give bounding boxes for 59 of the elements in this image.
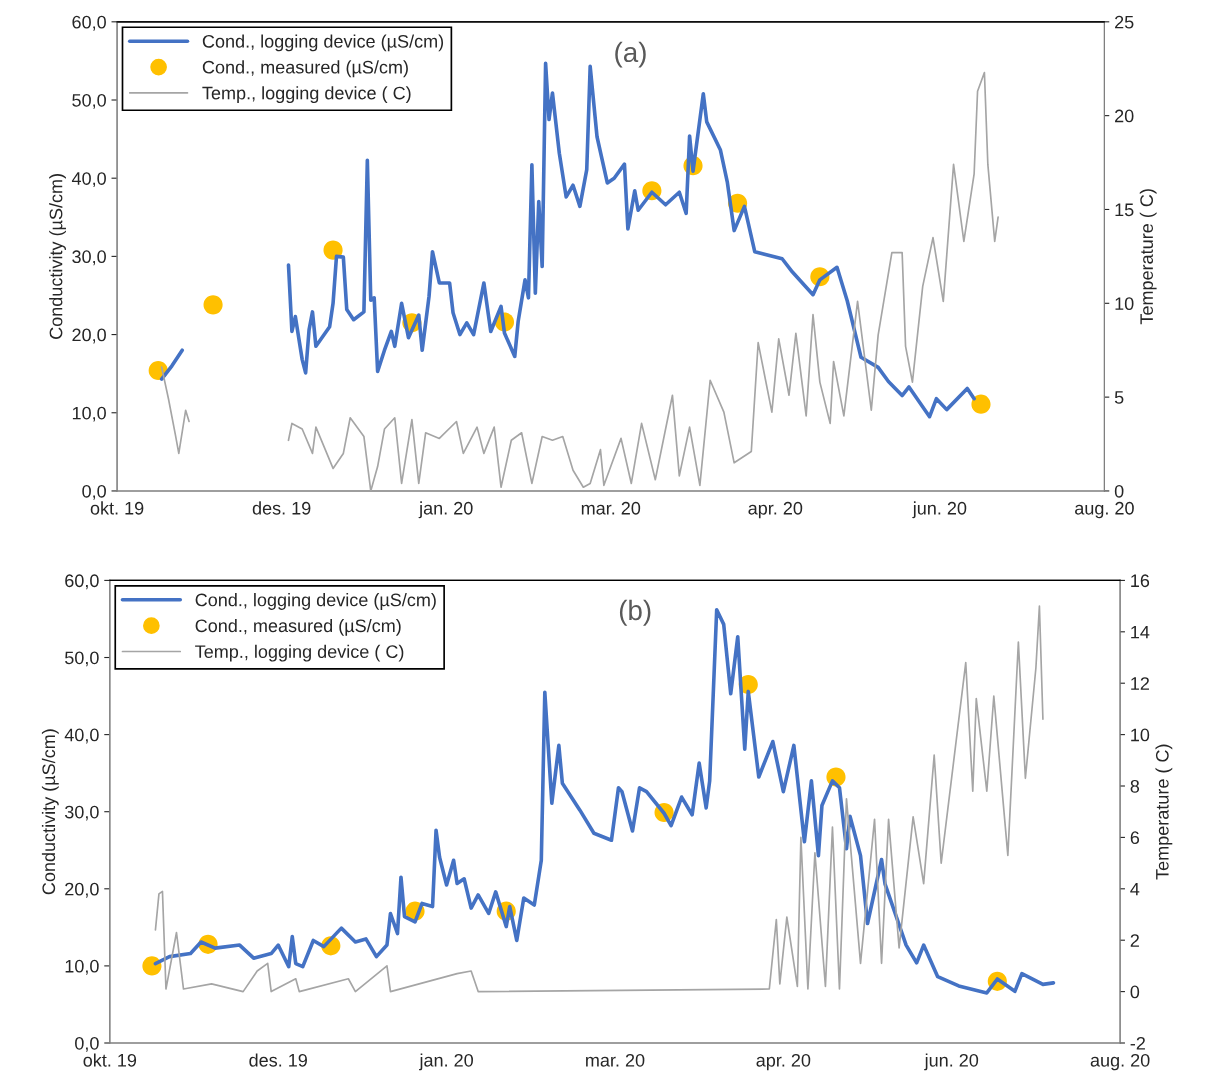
y2-tick-label: 4 [1130, 882, 1140, 896]
legend-label: Cond., logging device (µS/cm) [202, 34, 444, 52]
y-tick-label: 40,0 [71, 172, 106, 188]
x-tick-label: apr. 20 [756, 1053, 811, 1071]
y-tick-label: 50,0 [65, 651, 99, 667]
legend-label: Temp., logging device ( C) [195, 644, 404, 662]
legend-label: Cond., measured (µS/cm) [202, 60, 408, 78]
y-axis-title: Conductivity (µS/cm) [49, 174, 66, 339]
y-tick-label: 0,0 [82, 484, 106, 500]
y2-tick-label: 2 [1130, 934, 1139, 947]
x-tick-label: aug. 20 [1075, 501, 1134, 519]
point [203, 295, 223, 315]
y2-tick-label: 20 [1115, 109, 1134, 123]
y2-tick-label: 16 [1131, 574, 1150, 588]
legend-label: Temp., logging device ( C) [202, 86, 411, 104]
y2-tick-label: 5 [1114, 391, 1124, 404]
x-tick-label: des. 19 [249, 1053, 307, 1067]
x-tick-label: mar. 20 [586, 1053, 645, 1067]
y-axis-title: Conductivity (µS/cm) [41, 729, 59, 895]
y-tick-label: 10,0 [72, 406, 106, 422]
y-tick-label: 40,0 [64, 728, 99, 744]
x-tick-label: des. 19 [252, 501, 311, 515]
point [323, 240, 343, 260]
y2-tick-label: 0 [1130, 985, 1140, 999]
x-tick-label: jan. 20 [418, 501, 473, 519]
y-tick-label: 60,0 [65, 574, 99, 590]
x-tick-label: jan. 20 [419, 1053, 473, 1071]
y-tick-label: 50,0 [72, 93, 106, 109]
legend-label: Cond., logging device (µS/cm) [195, 593, 436, 610]
x-tick-label: jun. 20 [924, 1053, 979, 1071]
y2-axis-title: Temperature ( C) [1155, 744, 1173, 880]
y2-tick-label: 8 [1130, 779, 1140, 793]
text: (a) [615, 41, 646, 68]
x-tick-label: okt. 19 [83, 1053, 137, 1067]
y2-tick-label: 15 [1115, 203, 1134, 217]
x-tick-label: aug. 20 [1090, 1053, 1150, 1071]
x-tick-label: apr. 20 [748, 501, 803, 519]
y-tick-label: 0,0 [75, 1036, 99, 1052]
y2-tick-label: 6 [1130, 831, 1140, 845]
x-tick-label: jun. 20 [912, 501, 967, 519]
y2-tick-label: 10 [1115, 297, 1134, 311]
y-tick-label: 30,0 [64, 805, 99, 821]
y2-tick-label: 10 [1131, 728, 1150, 742]
point [971, 394, 991, 414]
y2-axis-title: Temperature ( C) [1139, 189, 1157, 325]
x-tick-label: mar. 20 [581, 501, 641, 515]
y2-tick-label: 12 [1131, 677, 1149, 690]
y-tick-label: 30,0 [72, 250, 106, 266]
x-tick-label: okt. 19 [90, 501, 144, 515]
y2-tick-label: 25 [1115, 15, 1134, 29]
y-tick-label: 20,0 [65, 882, 99, 898]
legend-label: Cond., measured (µS/cm) [195, 618, 401, 636]
y2-tick-label: 0 [1114, 484, 1124, 498]
y2-tick-label: -2 [1130, 1036, 1145, 1050]
y-tick-label: 20,0 [72, 328, 106, 344]
y2-tick-label: 14 [1131, 625, 1150, 639]
y-tick-label: 10,0 [65, 959, 99, 975]
text: (b) [619, 599, 651, 626]
y-tick-label: 60,0 [72, 15, 106, 31]
